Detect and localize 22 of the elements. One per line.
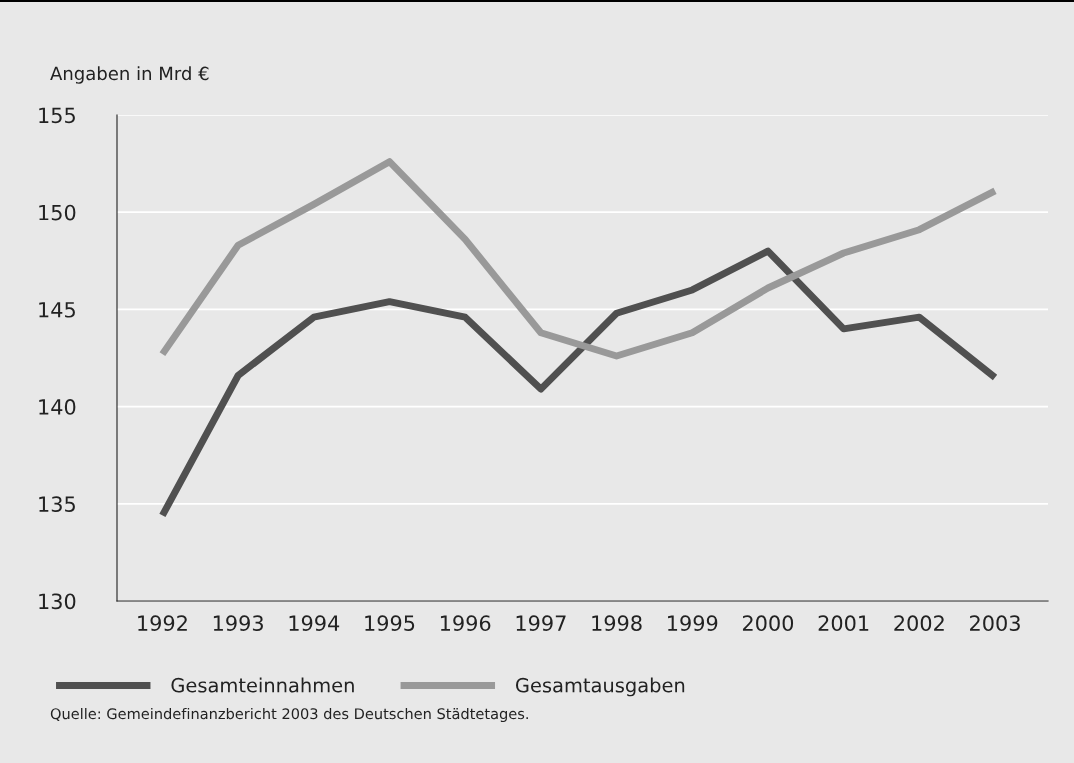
x-tick-label: 1997 — [516, 615, 566, 632]
x-tick-label: 1998 — [592, 615, 642, 632]
y-tick-label: 150 — [39, 204, 76, 221]
x-tick-label: 2000 — [742, 615, 794, 632]
y-tick-label: 130 — [39, 593, 76, 610]
y-axis-title: Angaben in Mrd € — [50, 66, 209, 84]
legend-label: Gesamteinnahmen — [171, 677, 354, 693]
x-tick-label: 1994 — [289, 615, 340, 632]
y-tick-label: 135 — [39, 496, 75, 513]
legend-label: Gesamtausgaben — [515, 677, 685, 697]
source-note: Quelle: Gemeindefinanzbericht 2003 des Deutschen Städtetages. — [50, 707, 528, 723]
x-tick-label: 2001 — [818, 615, 869, 632]
y-tick-label: 145 — [39, 302, 75, 318]
x-tick-label: 1992 — [138, 615, 187, 632]
x-tick-label: 2002 — [894, 615, 944, 632]
y-tick-label: 140 — [39, 399, 76, 415]
x-tick-label: 1996 — [440, 615, 491, 632]
x-tick-label: 1999 — [668, 615, 718, 632]
y-tick-label: 155 — [39, 107, 75, 124]
x-tick-label: 2003 — [970, 615, 1020, 632]
x-tick-label: 1995 — [365, 615, 415, 632]
x-tick-label: 1993 — [213, 615, 263, 632]
